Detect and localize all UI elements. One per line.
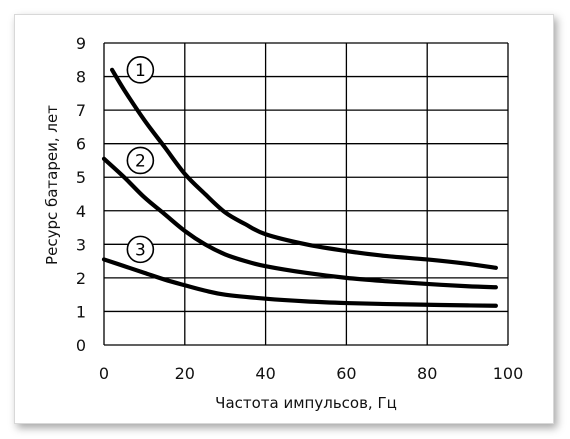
tick-labels: 0 20 40 60 80 100 0 1 2 3 4 5 6 7 8 9 <box>76 34 523 383</box>
y-tick-label: 1 <box>76 302 86 321</box>
curve-marker-label-1: 1 <box>135 61 146 81</box>
x-tick-label: 20 <box>175 364 195 383</box>
y-tick-label: 6 <box>76 135 86 154</box>
curves <box>101 67 498 308</box>
y-tick-label: 5 <box>76 168 86 187</box>
series-line-1 <box>109 67 498 270</box>
curve-marker-circle-3 <box>126 235 155 264</box>
y-tick-label: 7 <box>76 101 86 120</box>
curve-marker-circle-1 <box>126 56 155 84</box>
series-line-2 <box>101 156 498 290</box>
x-tick-label: 60 <box>336 364 356 383</box>
y-tick-label: 2 <box>76 269 86 288</box>
x-tick-label: 40 <box>255 364 275 383</box>
y-tick-label: 8 <box>76 68 86 87</box>
x-tick-label: 80 <box>417 364 437 383</box>
y-axis-label: Ресурс батареи, лет <box>43 105 61 265</box>
x-tick-label: 100 <box>493 364 524 383</box>
curve-marker-label-2: 2 <box>135 151 146 171</box>
y-tick-label: 3 <box>76 235 86 254</box>
x-tick-label: 0 <box>99 364 109 383</box>
y-tick-label: 0 <box>76 336 86 355</box>
curve-markers: 1 2 3 <box>126 56 155 264</box>
curve-marker-label-3: 3 <box>135 240 146 260</box>
x-axis-label: Частота импульсов, Гц <box>215 394 397 412</box>
y-tick-label: 4 <box>76 202 86 221</box>
y-tick-label: 9 <box>76 34 86 53</box>
series-line-3 <box>101 257 498 308</box>
curve-marker-circle-2 <box>126 146 155 175</box>
